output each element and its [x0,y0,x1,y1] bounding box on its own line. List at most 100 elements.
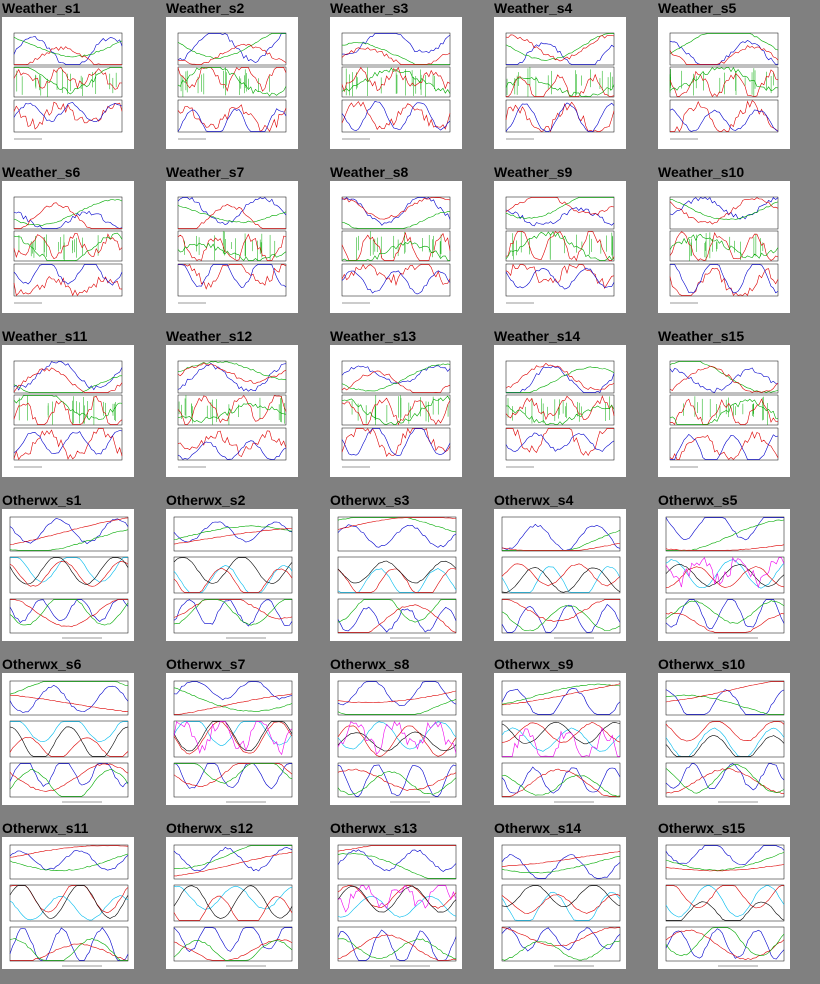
thumbnail-cell: Otherwx_s5 [656,492,820,656]
thumbnail-image[interactable] [494,509,626,641]
plot-preview [9,844,129,967]
thumbnail-image[interactable] [330,345,462,477]
thumbnail-image[interactable] [658,17,790,149]
plot-preview [337,844,457,967]
plot-preview [665,516,785,639]
thumbnail-image[interactable] [494,673,626,805]
thumbnail-title: Otherwx_s7 [166,656,246,672]
thumbnail-title: Weather_s6 [2,164,81,180]
thumbnail-cell: Weather_s5 [656,0,820,164]
plot-preview [13,360,123,468]
thumbnail-title: Weather_s12 [166,328,253,344]
thumbnail-title: Weather_s5 [658,0,737,16]
plot-preview [501,680,621,803]
thumbnail-cell: Weather_s8 [328,164,492,328]
thumbnail-image[interactable] [494,345,626,477]
thumbnail-image[interactable] [2,181,134,313]
plot-preview [665,844,785,967]
plot-preview [13,196,123,304]
thumbnail-image[interactable] [330,181,462,313]
thumbnail-image[interactable] [2,345,134,477]
thumbnail-cell: Otherwx_s12 [164,820,328,984]
thumbnail-title: Weather_s4 [494,0,573,16]
thumbnail-cell: Weather_s6 [0,164,164,328]
thumbnail-title: Otherwx_s13 [330,820,418,836]
thumbnail-image[interactable] [330,837,462,969]
thumbnail-image[interactable] [166,181,298,313]
plot-preview [173,844,293,967]
plot-preview [337,680,457,803]
thumbnail-title: Weather_s13 [330,328,417,344]
thumbnail-image[interactable] [166,673,298,805]
thumbnail-cell: Weather_s1 [0,0,164,164]
plot-preview [177,196,287,304]
thumbnail-image[interactable] [494,837,626,969]
thumbnail-title: Weather_s2 [166,0,245,16]
thumbnail-cell: Otherwx_s13 [328,820,492,984]
thumbnail-title: Weather_s11 [2,328,88,344]
thumbnail-title: Weather_s15 [658,328,745,344]
thumbnail-title: Weather_s7 [166,164,245,180]
thumbnail-image[interactable] [166,17,298,149]
thumbnail-image[interactable] [2,673,134,805]
thumbnail-cell: Weather_s14 [492,328,656,492]
thumbnail-image[interactable] [2,17,134,149]
plot-preview [505,360,615,468]
thumbnail-cell: Otherwx_s10 [656,656,820,820]
thumbnail-image[interactable] [658,673,790,805]
thumbnail-image[interactable] [166,345,298,477]
thumbnail-cell: Otherwx_s15 [656,820,820,984]
thumbnail-image[interactable] [2,837,134,969]
thumbnail-title: Otherwx_s10 [658,656,746,672]
thumbnail-image[interactable] [166,509,298,641]
thumbnail-title: Otherwx_s4 [494,492,574,508]
thumbnail-title: Weather_s14 [494,328,581,344]
thumbnail-cell: Weather_s10 [656,164,820,328]
thumbnail-cell: Otherwx_s9 [492,656,656,820]
thumbnail-cell: Weather_s2 [164,0,328,164]
plot-preview [669,32,779,140]
thumbnail-cell: Otherwx_s1 [0,492,164,656]
thumbnail-title: Otherwx_s12 [166,820,254,836]
thumbnail-title: Weather_s10 [658,164,745,180]
thumbnail-image[interactable] [494,17,626,149]
thumbnail-image[interactable] [494,181,626,313]
thumbnail-image[interactable] [658,345,790,477]
thumbnail-cell: Otherwx_s6 [0,656,164,820]
thumbnail-cell: Otherwx_s3 [328,492,492,656]
plot-preview [341,360,451,468]
thumbnail-cell: Weather_s3 [328,0,492,164]
thumbnail-image[interactable] [330,673,462,805]
plot-preview [341,196,451,304]
thumbnail-title: Otherwx_s15 [658,820,746,836]
thumbnail-title: Otherwx_s14 [494,820,582,836]
thumbnail-cell: Otherwx_s8 [328,656,492,820]
plot-preview [13,32,123,140]
plot-preview [665,680,785,803]
thumbnail-image[interactable] [658,181,790,313]
thumbnail-title: Otherwx_s5 [658,492,738,508]
thumbnail-image[interactable] [2,509,134,641]
thumbnail-title: Otherwx_s9 [494,656,574,672]
thumbnail-title: Otherwx_s3 [330,492,410,508]
thumbnail-cell: Weather_s9 [492,164,656,328]
plot-preview [177,32,287,140]
thumbnail-title: Weather_s9 [494,164,573,180]
thumbnail-title: Otherwx_s2 [166,492,246,508]
thumbnail-image[interactable] [330,17,462,149]
thumbnail-image[interactable] [166,837,298,969]
thumbnail-image[interactable] [330,509,462,641]
plot-preview [501,516,621,639]
plot-preview [669,196,779,304]
thumbnail-title: Otherwx_s8 [330,656,410,672]
thumbnail-image[interactable] [658,837,790,969]
thumbnail-cell: Weather_s13 [328,328,492,492]
plot-preview [501,844,621,967]
thumbnail-title: Otherwx_s6 [2,656,82,672]
thumbnail-cell: Otherwx_s14 [492,820,656,984]
plot-preview [505,196,615,304]
thumbnail-cell: Weather_s15 [656,328,820,492]
thumbnail-image[interactable] [658,509,790,641]
thumbnail-title: Otherwx_s1 [2,492,82,508]
